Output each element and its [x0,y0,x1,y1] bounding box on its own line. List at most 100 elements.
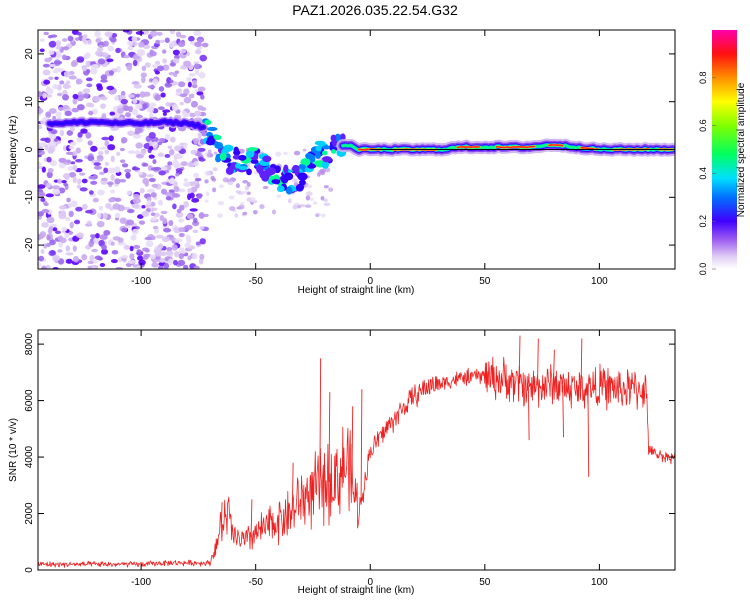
snr-plot-area [38,330,675,570]
noise-blob [242,180,249,184]
noise-blob [217,213,223,218]
noise-blob [305,195,311,201]
noise-blob [62,46,70,51]
noise-blob [240,202,245,206]
noise-blob [46,156,52,163]
noise-blob [193,61,200,65]
noise-blob [151,183,159,188]
noise-blob [61,179,67,184]
noise-blob [287,198,292,204]
noise-blob [184,242,191,248]
spectrogram-x-tick-label: 0 [367,276,373,287]
noise-blob [158,137,166,143]
noise-blob [98,205,104,211]
noise-blob [55,50,62,57]
noise-blob [160,92,166,98]
noise-blob [93,237,100,244]
noise-blob [46,234,51,241]
noise-blob [135,30,145,35]
ridge-transition-blob [322,145,331,150]
noise-blob [127,259,136,265]
noise-blob [52,83,59,90]
noise-blob [178,188,186,193]
noise-blob [174,238,183,243]
noise-blob [164,154,171,158]
snr-spike [562,385,564,438]
noise-blob [225,179,231,183]
noise-blob [45,193,54,198]
noise-blob [65,151,74,156]
noise-blob [116,151,121,156]
noise-blob [191,83,198,89]
noise-blob [117,241,126,246]
noise-blob [136,255,144,261]
noise-blob [38,91,42,98]
snr-frame [37,329,676,571]
noise-blob [100,248,109,255]
noise-blob [49,142,57,147]
noise-blob [173,259,178,266]
noise-blob [169,30,176,35]
ridge-transition-blob [262,155,272,163]
snr-y-tick-label: 2000 [24,502,35,525]
noise-blob [186,213,194,220]
noise-blob [52,254,61,262]
noise-blob [88,110,94,116]
noise-blob [111,250,119,255]
noise-blob [110,241,115,246]
noise-blob [169,79,174,84]
noise-blob [40,249,45,254]
snr-panel: -100 -50 0 50 100 0 2000 4000 6000 8000 Height o… [8,329,676,596]
ridge-transition-blob [315,152,321,159]
noise-blob [133,244,141,250]
noise-blob [155,39,161,45]
noise-blob [141,205,146,209]
noise-blob [115,47,121,54]
noise-blob [168,179,175,184]
noise-blob [146,196,152,202]
ridge-left-band [48,119,205,130]
noise-blob [184,224,193,230]
noise-blob [152,78,159,86]
noise-blob [61,38,68,42]
noise-blob [85,209,94,214]
ridge-transition-blob [266,167,277,176]
noise-blob [68,172,77,178]
noise-blob [44,144,49,151]
noise-blob [241,190,248,194]
ridge-transition-blob [299,179,306,186]
noise-blob [72,98,78,105]
noise-blob [129,253,135,260]
noise-blob [58,106,64,111]
noise-blob [312,201,318,205]
noise-blob [89,190,94,195]
noise-blob [168,189,175,193]
noise-blob [158,106,165,110]
noise-blob [38,124,43,130]
noise-blob [76,178,82,185]
noise-blob [57,178,62,184]
noise-blob [149,254,156,260]
noise-blob [164,191,173,197]
noise-blob [140,149,147,156]
noise-blob [262,186,269,190]
colorbar-tick-label: 0.0 [698,263,708,276]
noise-blob [90,180,98,185]
noise-blob [77,131,83,138]
noise-blob [132,134,141,139]
noise-blob [65,80,71,85]
noise-blob [40,197,46,202]
snr-x-tick-label: 50 [479,577,491,588]
noise-blob [62,104,69,110]
noise-blob [49,249,56,256]
snr-spike [587,387,590,477]
noise-blob [156,31,163,36]
noise-blob [87,39,92,45]
noise-blob [200,131,207,137]
noise-blob [109,111,116,116]
noise-blob [85,60,91,68]
noise-blob [147,85,156,89]
noise-blob [191,197,200,203]
noise-blob [64,173,70,181]
